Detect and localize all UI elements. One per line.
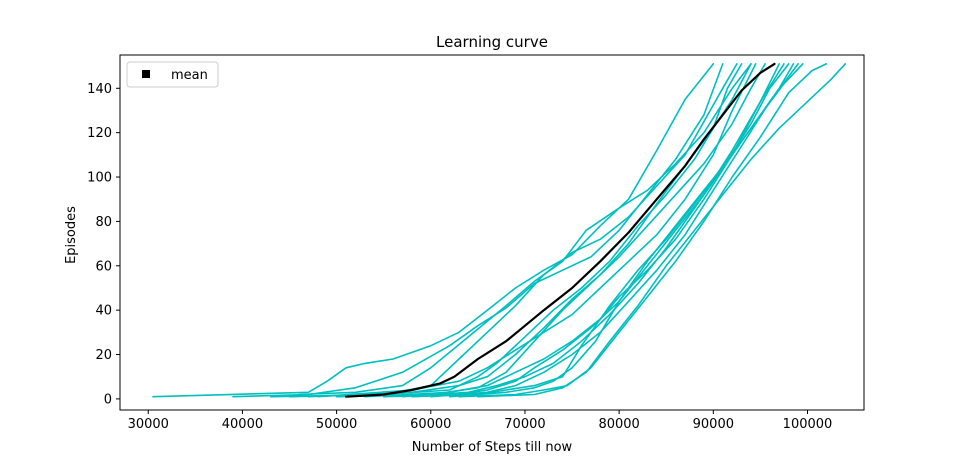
- axes-layer: 30000 40000 50000 60000 70000 80000 90000 10000…: [87, 82, 832, 432]
- y-tick-label: 80: [95, 215, 112, 230]
- run-curve: [152, 63, 715, 398]
- x-tick-label: 40000: [222, 417, 263, 432]
- x-tick-label: 60000: [410, 417, 451, 432]
- x-tick-label: 70000: [504, 417, 545, 432]
- legend-mean-label: mean: [171, 68, 208, 83]
- run-curve: [382, 63, 780, 398]
- run-curve: [317, 63, 757, 398]
- run-curve: [288, 63, 738, 398]
- run-curve: [401, 63, 790, 398]
- run-curve: [298, 63, 752, 396]
- run-curve: [430, 63, 799, 398]
- x-tick-label: 80000: [598, 417, 639, 432]
- y-tick-label: 60: [95, 259, 112, 274]
- run-curve: [448, 63, 804, 398]
- y-tick-label: 20: [95, 348, 112, 363]
- y-tick-label: 140: [87, 82, 112, 97]
- run-curve: [458, 63, 828, 398]
- y-axis-title: Episodes: [64, 206, 79, 264]
- x-tick-label: 90000: [693, 417, 734, 432]
- series-layer: [152, 62, 846, 398]
- legend-frame: [126, 61, 219, 88]
- legend: mean: [126, 61, 219, 88]
- run-curve: [477, 63, 846, 398]
- mean-curve: [344, 62, 776, 398]
- x-axis-title: Number of Steps till now: [412, 440, 573, 455]
- run-curve: [335, 63, 766, 398]
- y-tick-label: 40: [95, 304, 112, 319]
- legend-mean-marker: [142, 70, 150, 78]
- y-tick-label: 0: [104, 392, 112, 407]
- run-curve: [232, 63, 724, 398]
- x-tick-label: 100000: [783, 417, 833, 432]
- x-tick-label: 30000: [128, 417, 169, 432]
- x-tick-label: 50000: [316, 417, 357, 432]
- y-tick-label: 100: [87, 171, 112, 186]
- y-tick-label: 120: [87, 126, 112, 141]
- plot-frame: [119, 54, 865, 411]
- chart-title: Learning curve: [436, 33, 548, 51]
